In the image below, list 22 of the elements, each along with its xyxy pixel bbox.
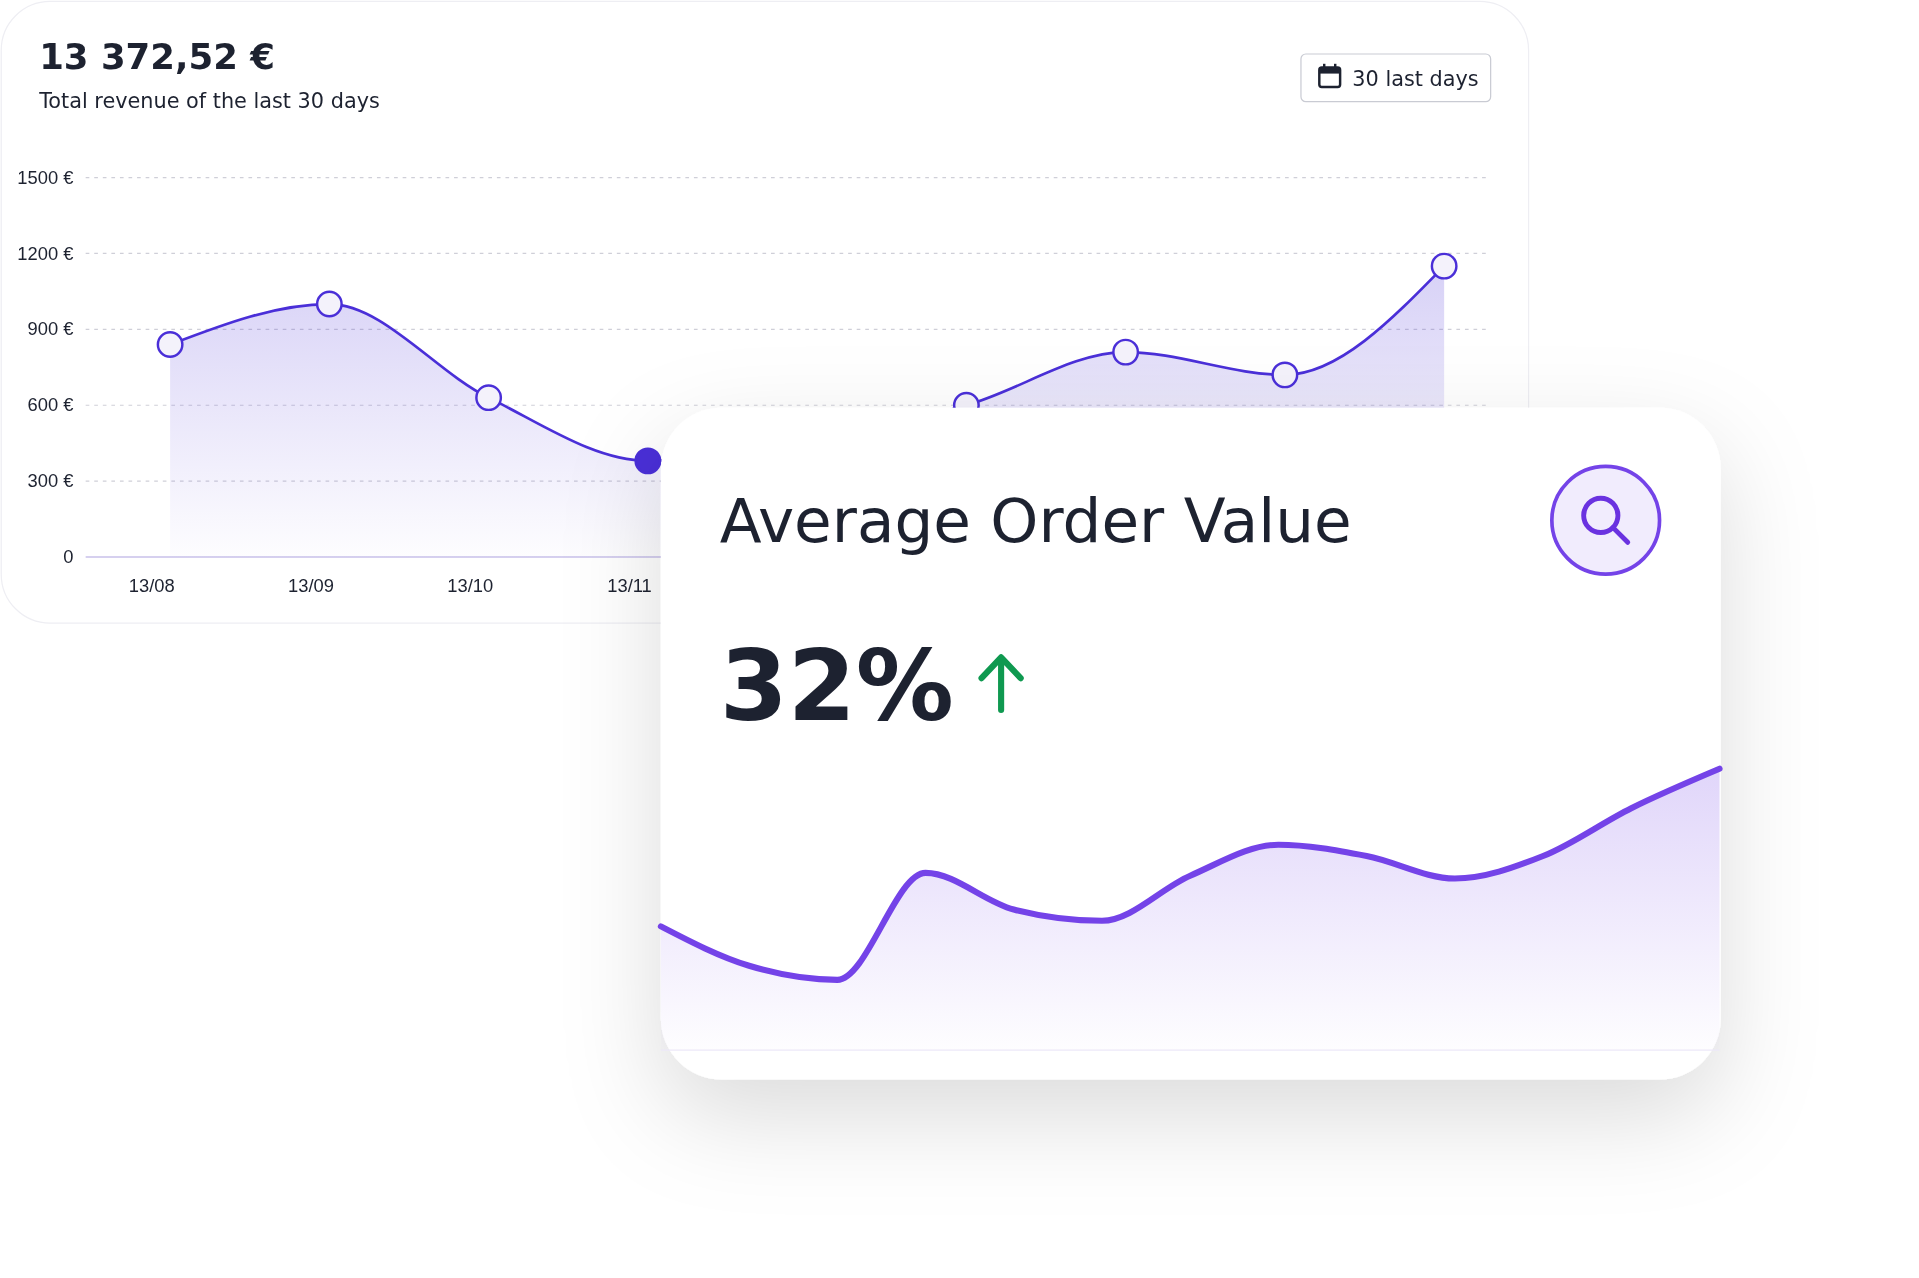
x-tick-label: 13/11 xyxy=(607,575,652,597)
y-tick-label: 900 € xyxy=(27,318,74,340)
y-tick-label: 1500 € xyxy=(17,166,74,188)
point xyxy=(1271,361,1299,389)
chart-subtitle: 32% xyxy=(719,628,954,743)
point xyxy=(475,384,503,412)
y-tick-label: 600 € xyxy=(27,394,74,416)
y-tick-label: 300 € xyxy=(27,470,74,492)
point xyxy=(1112,338,1140,366)
point xyxy=(315,290,343,318)
point xyxy=(634,447,662,475)
chart-title: 13 372,52 € xyxy=(39,35,275,77)
point xyxy=(1430,252,1458,280)
x-tick-label: 13/09 xyxy=(288,575,334,597)
x-tick-label: 13/10 xyxy=(447,575,494,597)
text: 30 last days xyxy=(1352,66,1479,91)
y-tick-label: 1200 € xyxy=(17,242,74,264)
x-tick-label: 13/08 xyxy=(128,575,175,597)
chart-title: Average Order Value xyxy=(719,485,1352,557)
point xyxy=(156,331,184,359)
chart-subtitle: Total revenue of the last 30 days xyxy=(38,88,380,113)
y-tick-label: 0 xyxy=(63,546,74,568)
